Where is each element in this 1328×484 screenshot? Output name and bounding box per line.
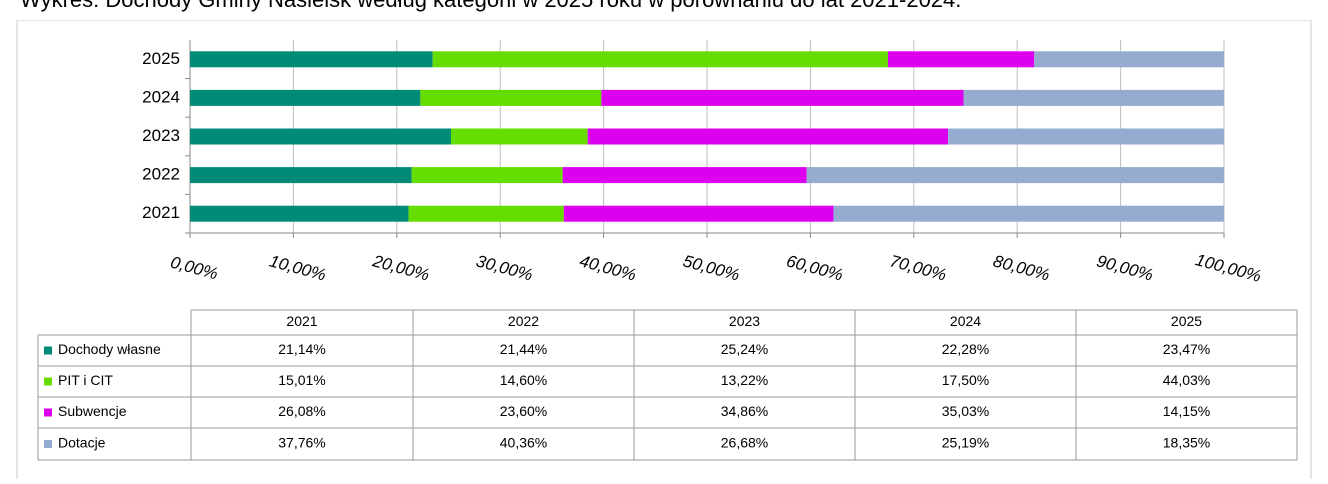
bar-segment (963, 89, 1224, 106)
bar-segment (601, 89, 964, 106)
y-tick-label: 2025 (142, 49, 180, 68)
legend-label: Subwencje (58, 403, 127, 419)
legend-swatch (44, 440, 52, 448)
bar-segment (190, 51, 433, 68)
table-cell: 40,36% (500, 435, 547, 451)
title-band (0, 0, 1328, 20)
table-cell: 21,14% (278, 341, 325, 357)
y-tick-label: 2024 (142, 87, 180, 106)
bar-segment (408, 205, 564, 222)
bar-segment (432, 51, 888, 68)
bar-segment (833, 205, 1224, 222)
bar-segment (562, 167, 807, 184)
table-cell: 25,24% (721, 341, 768, 357)
legend-swatch (44, 346, 52, 355)
legend-label: Dochody własne (58, 341, 161, 357)
bar-segment (190, 167, 412, 184)
table-header: 2022 (508, 313, 539, 329)
bar-segment (420, 89, 602, 106)
bar-segment (948, 128, 1224, 145)
table-cell: 44,03% (1163, 372, 1210, 388)
bar-segment (887, 51, 1035, 68)
table-cell: 15,01% (278, 372, 325, 388)
chart-title: Wykres: Dochody Gminy Nasielsk według ka… (20, 0, 961, 12)
table-cell: 37,76% (278, 435, 325, 451)
bar-segment (190, 205, 409, 222)
bar-segment (563, 205, 834, 222)
y-tick-label: 2022 (142, 165, 180, 184)
legend-label: Dotacje (58, 435, 106, 451)
y-tick-label: 2021 (142, 203, 180, 222)
bar-segment (190, 89, 421, 106)
table-cell: 17,50% (942, 372, 989, 388)
bar-segment (411, 167, 563, 184)
table-cell: 34,86% (721, 403, 768, 419)
table-cell: 35,03% (942, 403, 989, 419)
table-cell: 14,15% (1163, 403, 1210, 419)
table-cell: 14,60% (500, 372, 547, 388)
table-cell: 23,47% (1163, 341, 1210, 357)
y-tick-label: 2023 (142, 126, 180, 145)
table-header: 2023 (729, 313, 760, 329)
table-cell: 18,35% (1163, 435, 1210, 451)
table-header: 2021 (286, 313, 317, 329)
bar-segment (1034, 51, 1224, 68)
table-cell: 26,08% (278, 403, 325, 419)
table-header: 2025 (1171, 313, 1202, 329)
legend-swatch (44, 377, 52, 386)
bar-segment (450, 128, 588, 145)
chart-frame (16, 19, 1312, 484)
table-header: 2024 (950, 313, 981, 329)
table-cell: 26,68% (721, 435, 768, 451)
table-cell: 25,19% (942, 435, 989, 451)
table-cell: 21,44% (500, 341, 547, 357)
bar-segment (806, 167, 1224, 184)
bar-segment (587, 128, 949, 145)
bar-segment (190, 128, 451, 145)
legend-swatch (44, 408, 52, 417)
legend-label: PIT i CIT (58, 372, 113, 388)
table-cell: 13,22% (721, 372, 768, 388)
table-cell: 22,28% (942, 341, 989, 357)
table-cell: 23,60% (500, 403, 547, 419)
